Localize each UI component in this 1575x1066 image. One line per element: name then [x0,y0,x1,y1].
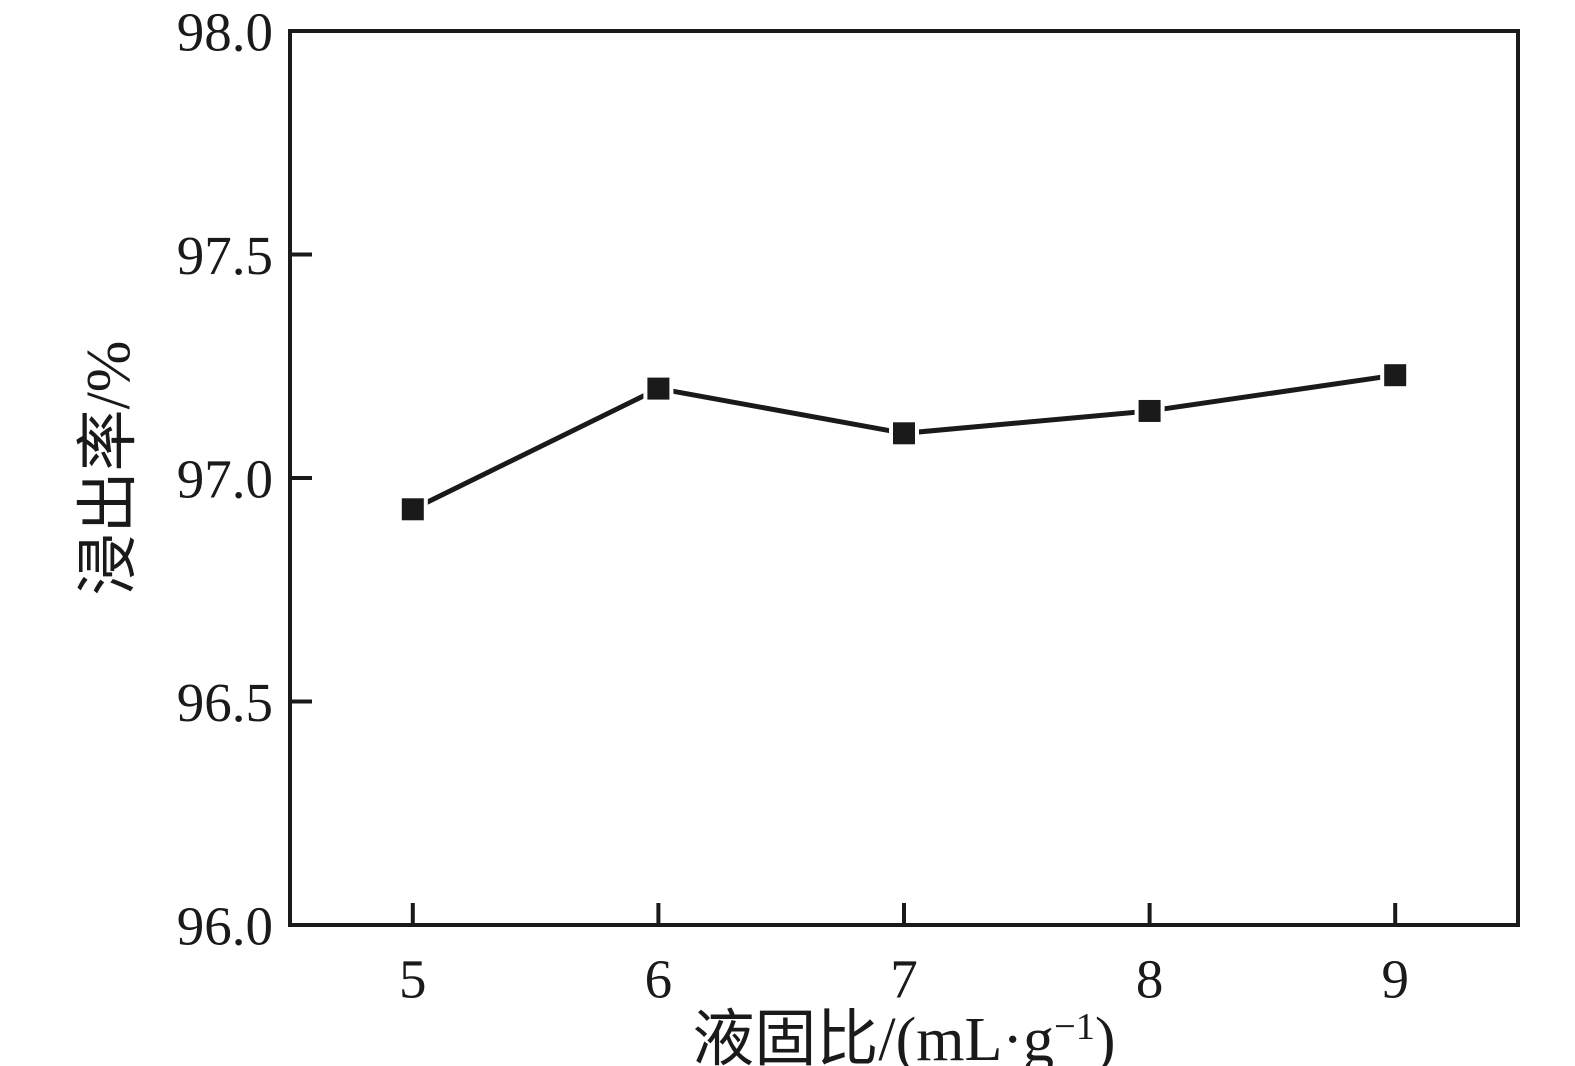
x-axis-title: 液固比/(mL·g−1) [290,988,1518,1066]
y-axis-tick-label: 98.0 [177,1,273,62]
y-axis-title: 浸出率/% [75,340,143,596]
y-axis-tick-label: 96.0 [177,895,273,956]
y-axis-tick-label: 97.5 [177,225,273,286]
x-axis-title-suffix: ) [1094,1006,1116,1066]
data-point-marker [401,498,424,521]
x-axis-tick-label: 6 [645,948,673,1009]
x-axis-tick-label: 9 [1381,948,1409,1009]
x-axis-title-superscript: −1 [1054,1005,1095,1048]
y-axis-tick-label: 97.0 [177,448,273,509]
x-axis-tick-label: 5 [399,948,427,1009]
x-axis-tick-label: 8 [1136,948,1164,1009]
y-axis-tick-label: 96.5 [177,672,273,733]
data-point-marker [1138,399,1161,422]
plot-frame [288,29,1520,927]
data-point-marker [647,377,670,400]
x-axis-title-text: 液固比/(mL·g [692,1006,1055,1066]
x-axis-tick-label: 7 [890,948,918,1009]
data-point-marker [1384,364,1407,387]
data-point-marker [893,422,915,445]
